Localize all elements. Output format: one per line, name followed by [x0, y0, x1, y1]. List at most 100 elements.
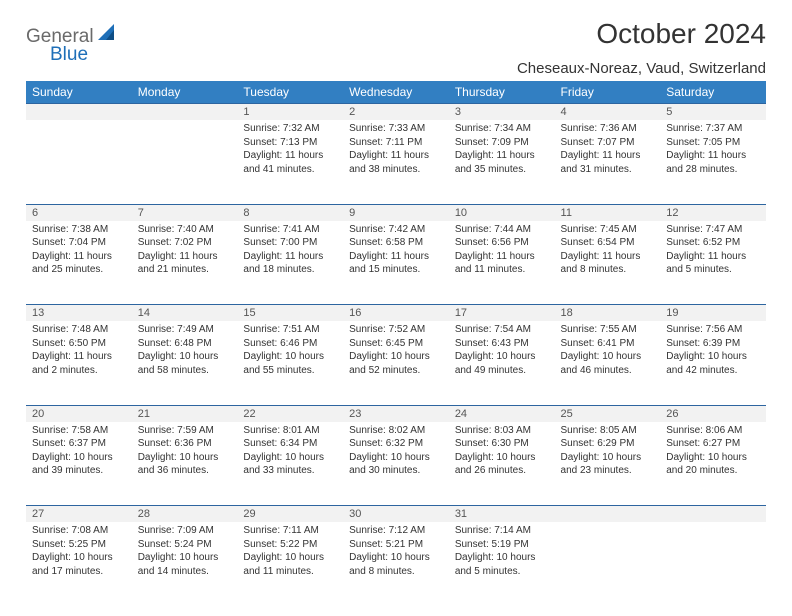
sunset-line: Sunset: 5:21 PM: [349, 538, 443, 552]
day-number: 16: [343, 305, 449, 322]
sunrise-line: Sunrise: 7:37 AM: [666, 122, 760, 136]
day-cell: Sunrise: 7:12 AMSunset: 5:21 PMDaylight:…: [343, 522, 449, 606]
daylight-line: Daylight: 11 hours and 35 minutes.: [455, 149, 549, 176]
sunrise-line: Sunrise: 7:32 AM: [243, 122, 337, 136]
day-number: 1: [237, 104, 343, 121]
month-title: October 2024: [517, 18, 766, 50]
daylight-line: Daylight: 10 hours and 52 minutes.: [349, 350, 443, 377]
sunset-line: Sunset: 7:00 PM: [243, 236, 337, 250]
sunset-line: Sunset: 6:36 PM: [138, 437, 232, 451]
sunrise-line: Sunrise: 7:38 AM: [32, 223, 126, 237]
sunrise-line: Sunrise: 7:14 AM: [455, 524, 549, 538]
day-cell: Sunrise: 7:56 AMSunset: 6:39 PMDaylight:…: [660, 321, 766, 405]
day-cell: Sunrise: 7:32 AMSunset: 7:13 PMDaylight:…: [237, 120, 343, 204]
day-cell: [555, 522, 661, 606]
day-content-row: Sunrise: 7:38 AMSunset: 7:04 PM Daylight:…: [26, 221, 766, 305]
day-number: 4: [555, 104, 661, 121]
daylight-line: Daylight: 10 hours and 49 minutes.: [455, 350, 549, 377]
day-content-row: Sunrise: 7:08 AMSunset: 5:25 PMDaylight:…: [26, 522, 766, 606]
daylight-line: Daylight: 10 hours and 58 minutes.: [138, 350, 232, 377]
day-number: [26, 104, 132, 121]
day-cell: Sunrise: 7:40 AMSunset: 7:02 PMDaylight:…: [132, 221, 238, 305]
day-cell: Sunrise: 7:44 AMSunset: 6:56 PMDaylight:…: [449, 221, 555, 305]
daylight-line: Daylight: 10 hours and 5 minutes.: [455, 551, 549, 578]
sunset-line: Sunset: 5:22 PM: [243, 538, 337, 552]
day-content-row: Sunrise: 7:58 AMSunset: 6:37 PMDaylight:…: [26, 422, 766, 506]
calendar-table: SundayMondayTuesdayWednesdayThursdayFrid…: [26, 81, 766, 606]
sunset-line: Sunset: 7:13 PM: [243, 136, 337, 150]
day-number: 19: [660, 305, 766, 322]
sunset-line: Sunset: 5:25 PM: [32, 538, 126, 552]
sunset-line: Sunset: 6:50 PM: [32, 337, 126, 351]
sunset-line: Sunset: 6:41 PM: [561, 337, 655, 351]
sunrise-line: Sunrise: 7:45 AM: [561, 223, 655, 237]
sunrise-line: Sunrise: 8:02 AM: [349, 424, 443, 438]
day-number: [660, 506, 766, 523]
sunrise-line: Sunrise: 7:58 AM: [32, 424, 126, 438]
sail-icon: [98, 24, 120, 47]
day-cell: [660, 522, 766, 606]
sunset-line: Sunset: 6:52 PM: [666, 236, 760, 250]
sunset-line: Sunset: 5:19 PM: [455, 538, 549, 552]
sunrise-line: Sunrise: 8:03 AM: [455, 424, 549, 438]
day-number: 25: [555, 405, 661, 422]
sunset-line: Sunset: 7:04 PM: [32, 236, 126, 250]
sunset-line: Sunset: 6:30 PM: [455, 437, 549, 451]
day-content-row: Sunrise: 7:32 AMSunset: 7:13 PM Daylight:…: [26, 120, 766, 204]
sunset-line: Sunset: 6:29 PM: [561, 437, 655, 451]
daylight-line: Daylight: 10 hours and 46 minutes.: [561, 350, 655, 377]
day-number: [555, 506, 661, 523]
day-cell: Sunrise: 7:47 AMSunset: 6:52 PMDaylight:…: [660, 221, 766, 305]
day-cell: Sunrise: 8:03 AMSunset: 6:30 PMDaylight:…: [449, 422, 555, 506]
day-cell: Sunrise: 7:54 AMSunset: 6:43 PMDaylight:…: [449, 321, 555, 405]
day-number: 20: [26, 405, 132, 422]
daylight-line: Daylight: 10 hours and 39 minutes.: [32, 451, 126, 478]
sunrise-line: Sunrise: 7:40 AM: [138, 223, 232, 237]
day-cell: Sunrise: 7:58 AMSunset: 6:37 PMDaylight:…: [26, 422, 132, 506]
daylight-line: Daylight: 11 hours and 38 minutes.: [349, 149, 443, 176]
daylight-line: Daylight: 10 hours and 36 minutes.: [138, 451, 232, 478]
day-number: 17: [449, 305, 555, 322]
sunrise-line: Sunrise: 7:12 AM: [349, 524, 443, 538]
sunset-line: Sunset: 6:37 PM: [32, 437, 126, 451]
daylight-line: Daylight: 10 hours and 23 minutes.: [561, 451, 655, 478]
day-number: 7: [132, 204, 238, 221]
sunrise-line: Sunrise: 7:33 AM: [349, 122, 443, 136]
day-number: 14: [132, 305, 238, 322]
daylight-line: Daylight: 10 hours and 42 minutes.: [666, 350, 760, 377]
sunrise-line: Sunrise: 7:59 AM: [138, 424, 232, 438]
day-number: 10: [449, 204, 555, 221]
sunset-line: Sunset: 6:48 PM: [138, 337, 232, 351]
sunset-line: Sunset: 6:34 PM: [243, 437, 337, 451]
sunset-line: Sunset: 6:54 PM: [561, 236, 655, 250]
daylight-line: Daylight: 10 hours and 26 minutes.: [455, 451, 549, 478]
day-number: 28: [132, 506, 238, 523]
sunset-line: Sunset: 6:43 PM: [455, 337, 549, 351]
sunrise-line: Sunrise: 8:06 AM: [666, 424, 760, 438]
day-header: Saturday: [660, 81, 766, 104]
day-cell: Sunrise: 7:51 AMSunset: 6:46 PMDaylight:…: [237, 321, 343, 405]
day-number: 13: [26, 305, 132, 322]
daylight-line: Daylight: 11 hours and 18 minutes.: [243, 250, 337, 277]
day-number: 18: [555, 305, 661, 322]
sunset-line: Sunset: 7:02 PM: [138, 236, 232, 250]
day-number: 2: [343, 104, 449, 121]
day-cell: Sunrise: 7:08 AMSunset: 5:25 PMDaylight:…: [26, 522, 132, 606]
sunrise-line: Sunrise: 7:11 AM: [243, 524, 337, 538]
day-header: Sunday: [26, 81, 132, 104]
day-number: 12: [660, 204, 766, 221]
sunrise-line: Sunrise: 8:01 AM: [243, 424, 337, 438]
day-number: 5: [660, 104, 766, 121]
day-number: 21: [132, 405, 238, 422]
day-content-row: Sunrise: 7:48 AMSunset: 6:50 PMDaylight:…: [26, 321, 766, 405]
location-label: Cheseaux-Noreaz, Vaud, Switzerland: [517, 60, 766, 77]
day-cell: Sunrise: 8:02 AMSunset: 6:32 PMDaylight:…: [343, 422, 449, 506]
sunset-line: Sunset: 7:07 PM: [561, 136, 655, 150]
day-cell: [26, 120, 132, 204]
sunrise-line: Sunrise: 7:47 AM: [666, 223, 760, 237]
daylight-line: Daylight: 10 hours and 33 minutes.: [243, 451, 337, 478]
sunrise-line: Sunrise: 7:54 AM: [455, 323, 549, 337]
sunset-line: Sunset: 6:32 PM: [349, 437, 443, 451]
daylight-line: Daylight: 11 hours and 21 minutes.: [138, 250, 232, 277]
day-number: 6: [26, 204, 132, 221]
